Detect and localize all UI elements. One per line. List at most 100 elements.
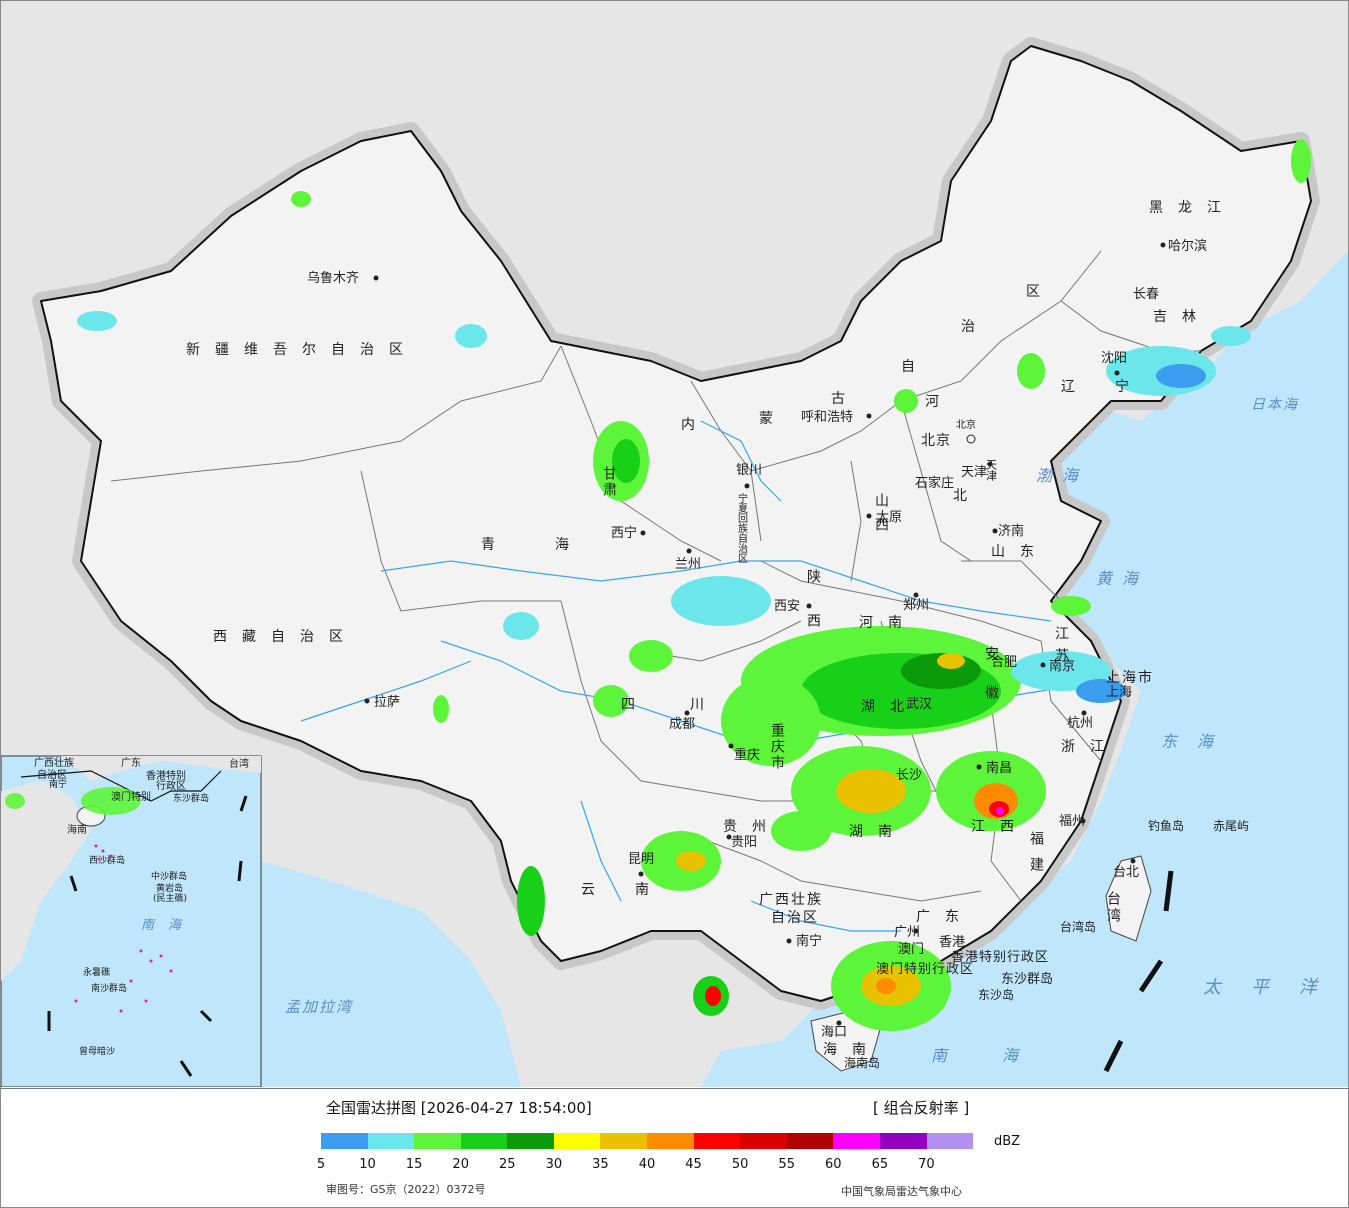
inset-nanning: 南宁 xyxy=(49,778,67,790)
inset-zengmu: 曾母暗沙 xyxy=(79,1045,115,1057)
color-box-4 xyxy=(507,1133,554,1149)
label-guangxi-1: 广西壮族 xyxy=(759,892,823,908)
tick-label: 25 xyxy=(499,1157,516,1172)
city-xian: 西安 xyxy=(774,599,800,614)
taiwan-island-shape xyxy=(1105,855,1152,942)
tick-label: 35 xyxy=(592,1157,609,1172)
inset-guangxi2: 自治区 xyxy=(37,768,67,781)
inset-hk2: 行政区 xyxy=(156,779,186,792)
label-guangxi-2: 自治区 xyxy=(771,910,819,926)
city-lanzhou: 兰州 xyxy=(675,557,701,572)
label-xizang: 西藏自治区 xyxy=(213,629,358,645)
label-neimenggu-5: 治 xyxy=(961,319,990,335)
label-xinjiang: 新疆维吾尔自治区 xyxy=(186,342,418,358)
city-urumqi: 乌鲁木齐 xyxy=(307,270,359,286)
city-guangzhou: 广州 xyxy=(894,925,920,940)
city-nanning: 南宁 xyxy=(796,933,822,949)
label-guizhou: 贵州 xyxy=(723,819,781,835)
legend-unit: dBZ xyxy=(994,1134,1021,1149)
label-shandong: 山东 xyxy=(991,544,1049,560)
city-labels: 乌鲁木齐 拉萨 西宁 兰州 银川 呼和浩特 北京 天津 石家庄 太原 济南 郑州… xyxy=(307,238,1249,1070)
city-haikou: 海口 xyxy=(821,1025,847,1040)
data-source: 中国气象局雷达气象中心 xyxy=(841,1185,962,1198)
label-neimenggu-3: 古 xyxy=(831,391,860,407)
sea-islands xyxy=(1103,870,1174,1073)
inset-hainan: 海南 xyxy=(67,823,87,836)
label-ningxia: 宁夏回族自治区 xyxy=(736,492,748,563)
city-shanghai: 上海 xyxy=(1106,685,1132,700)
sea-japan: 日本海 xyxy=(1251,397,1299,413)
label-anhui: 安徽 xyxy=(983,646,999,724)
label-sichuan: 四川 xyxy=(621,697,759,713)
inset-taiwan: 台湾 xyxy=(229,757,249,770)
color-box-5 xyxy=(553,1133,601,1149)
color-box-0 xyxy=(321,1133,368,1149)
sea-huanghai: 黄海 xyxy=(1096,569,1148,588)
label-neimenggu-4: 自 xyxy=(901,359,930,375)
label-hebei-2: 北 xyxy=(953,488,982,504)
label-jiangsu: 江苏 xyxy=(1053,626,1069,670)
city-chongqing: 重庆 xyxy=(734,747,760,763)
label-neimenggu-6: 区 xyxy=(1026,284,1055,300)
tick-label: 30 xyxy=(545,1157,563,1172)
sea-donghai: 东海 xyxy=(1161,732,1233,751)
label-hainan: 海南 xyxy=(823,1042,881,1058)
city-jinan: 济南 xyxy=(998,523,1024,539)
city-nanjing: 南京 xyxy=(1049,658,1075,674)
city-shenyang: 沈阳 xyxy=(1101,351,1127,366)
inset-nanhai: 南海 xyxy=(141,918,195,933)
inset-yongshu: 永暑礁 xyxy=(83,966,110,978)
color-box-9 xyxy=(740,1133,787,1149)
city-hefei: 合肥 xyxy=(991,655,1017,670)
radar-echoes xyxy=(77,139,1311,1031)
city-tianjin: 天津 xyxy=(961,465,987,480)
inset-dongsha: 东沙群岛 xyxy=(173,792,209,804)
sea-nanhai: 南海 xyxy=(931,1046,1073,1065)
city-taiyuan: 太原 xyxy=(876,510,902,525)
color-box-6 xyxy=(600,1133,648,1149)
tick-label: 5 xyxy=(316,1157,326,1172)
tick-label: 45 xyxy=(685,1157,702,1172)
city-changchun: 长春 xyxy=(1133,287,1159,302)
city-zhengzhou: 郑州 xyxy=(903,598,929,613)
city-lhasa: 拉萨 xyxy=(374,695,400,710)
city-macau: 澳门 xyxy=(898,941,924,957)
city-wuhan: 武汉 xyxy=(906,697,932,712)
inset-zhongsha: 中沙群岛 xyxy=(151,870,187,882)
label-shaanxi: 陕西 xyxy=(805,569,821,657)
label-jiangxi: 江西 xyxy=(971,819,1029,835)
color-box-11 xyxy=(833,1133,880,1149)
tick-label: 70 xyxy=(918,1157,935,1172)
radar-map: 新疆维吾尔自治区 西藏自治区 青海 内 蒙 古 自 治 区 黑龙江 吉林 辽宁 … xyxy=(1,1,1348,1087)
inset-nansha: 南沙群岛 xyxy=(91,982,127,994)
south-china-sea-inset: 广西壮族 自治区 南宁 广东 台湾 香港特别 行政区 澳门特别 东沙群岛 海南 … xyxy=(1,755,262,1087)
label-hebei-1: 河 xyxy=(925,394,954,410)
city-chiwei: 赤尾屿 xyxy=(1213,819,1249,833)
city-hangzhou: 杭州 xyxy=(1067,716,1093,731)
city-hongkong: 香港 xyxy=(939,935,965,950)
tick-label: 20 xyxy=(452,1157,469,1172)
label-zhejiang: 浙江 xyxy=(1061,739,1119,755)
color-box-3 xyxy=(460,1133,508,1149)
label-hubei: 湖北 xyxy=(861,699,919,715)
label-guangdong: 广东 xyxy=(916,909,974,925)
tick-label: 10 xyxy=(359,1157,376,1172)
city-fuzhou: 福州 xyxy=(1059,814,1085,829)
label-liaoning: 辽宁 xyxy=(1061,378,1169,395)
tick-label: 60 xyxy=(825,1157,842,1172)
label-hunan: 湖南 xyxy=(849,824,907,840)
sea-japan xyxy=(1241,301,1348,441)
sea-taipingyang: 太平洋 xyxy=(1203,977,1347,998)
sea-labels: 渤海 黄海 东海 南海 太平洋 日本海 孟加拉湾 xyxy=(285,397,1347,1065)
city-nanchang: 南昌 xyxy=(986,760,1012,776)
city-diaoyu: 钓鱼岛 xyxy=(1148,818,1184,833)
city-hohhot: 呼和浩特 xyxy=(801,410,853,425)
label-shanxi: 山西 xyxy=(873,493,889,541)
city-guiyang: 贵阳 xyxy=(731,835,757,850)
color-box-2 xyxy=(414,1133,461,1149)
label-heilongjiang: 黑龙江 xyxy=(1149,200,1236,216)
city-kunming: 昆明 xyxy=(628,852,654,867)
inset-xisha: 西沙群岛 xyxy=(89,854,125,866)
sea-bengal xyxy=(261,861,521,1087)
inset-guangdong: 广东 xyxy=(121,756,141,769)
